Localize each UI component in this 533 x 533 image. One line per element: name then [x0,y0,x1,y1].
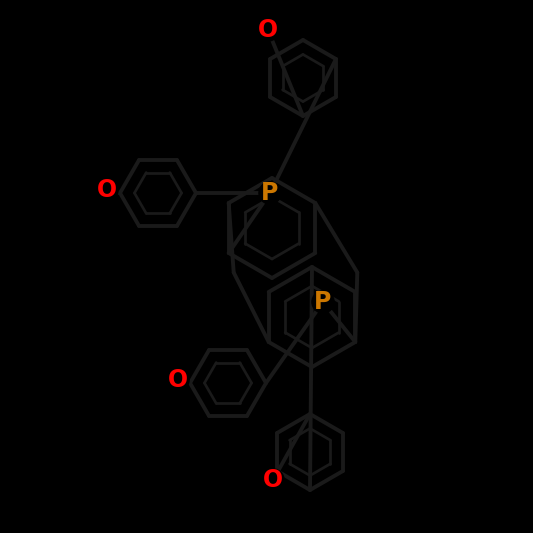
Text: P: P [314,290,332,314]
Circle shape [312,291,334,313]
Circle shape [257,19,279,41]
Circle shape [259,182,281,204]
Text: O: O [168,368,188,392]
Circle shape [96,179,118,201]
Text: O: O [258,18,278,42]
Circle shape [167,369,189,391]
Text: O: O [263,468,283,492]
Text: O: O [97,178,117,202]
Text: P: P [261,181,279,205]
Circle shape [262,469,284,491]
